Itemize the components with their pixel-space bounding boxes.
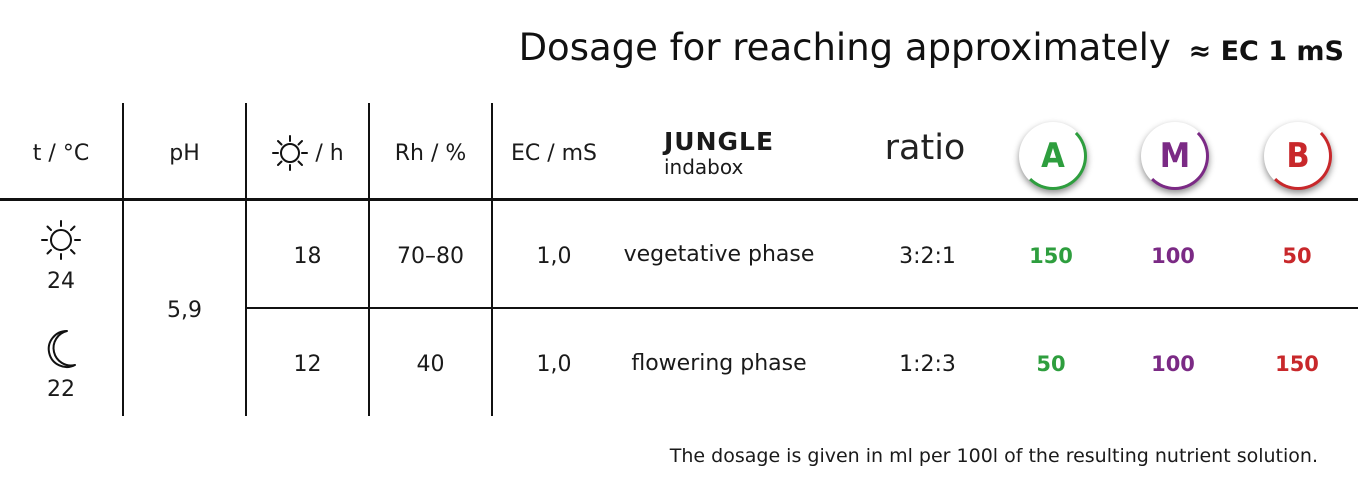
row2-phase: flowering phase — [631, 350, 807, 376]
row1-a: 150 — [1029, 244, 1073, 268]
col-divider-2 — [245, 103, 247, 416]
header-rh: Rh / % — [394, 140, 467, 166]
row1-phase: vegetative phase — [623, 241, 815, 267]
page-title: Dosage for reaching approximately ≈ EC 1… — [519, 26, 1344, 69]
night-temp: 22 — [47, 376, 75, 402]
col-divider-1 — [122, 103, 124, 416]
header-ec: EC / mS — [510, 140, 598, 166]
brand-name: JUNGLE — [664, 127, 775, 156]
day-temp: 24 — [47, 268, 75, 294]
header-rule — [0, 198, 1358, 201]
night-icon-cell — [0, 326, 122, 372]
ph-value: 5,9 — [167, 297, 202, 323]
header-light-label: / h — [315, 140, 344, 166]
sun-icon — [271, 134, 309, 172]
row2-b: 150 — [1275, 352, 1319, 376]
header-temp: t / °C — [32, 140, 90, 166]
badge-a: A — [1019, 122, 1087, 190]
row2-hours: 12 — [293, 351, 322, 377]
footnote: The dosage is given in ml per 100l of th… — [669, 445, 1318, 467]
col-divider-3 — [368, 103, 370, 416]
badge-m: M — [1141, 122, 1209, 190]
moon-icon — [41, 327, 81, 371]
col-divider-4 — [491, 103, 493, 416]
header-light: / h — [247, 128, 368, 178]
row1-ratio: 3:2:1 — [899, 243, 956, 269]
brand-sub: indabox — [664, 155, 744, 179]
row-divider-phase — [622, 307, 822, 309]
title-ec: ≈ EC 1 mS — [1188, 36, 1344, 67]
badge-b: B — [1264, 122, 1332, 190]
row-divider-right — [822, 307, 1358, 309]
row1-m: 100 — [1151, 244, 1195, 268]
row-divider-left — [246, 307, 622, 309]
day-icon-cell — [0, 218, 122, 262]
row2-ratio: 1:2:3 — [899, 351, 956, 377]
row1-b: 50 — [1282, 244, 1312, 268]
sun-icon — [39, 218, 83, 262]
row1-rh: 70–80 — [397, 243, 464, 269]
header-ph: pH — [169, 140, 200, 166]
row2-ec: 1,0 — [536, 351, 572, 377]
row2-m: 100 — [1151, 352, 1195, 376]
title-text: Dosage for reaching approximately — [518, 26, 1171, 69]
row2-a: 50 — [1036, 352, 1066, 376]
header-ratio: ratio — [884, 128, 966, 168]
row1-hours: 18 — [293, 243, 322, 269]
brand-logo: JUNGLE indabox — [664, 122, 824, 184]
row1-ec: 1,0 — [536, 243, 572, 269]
row2-rh: 40 — [416, 351, 445, 377]
